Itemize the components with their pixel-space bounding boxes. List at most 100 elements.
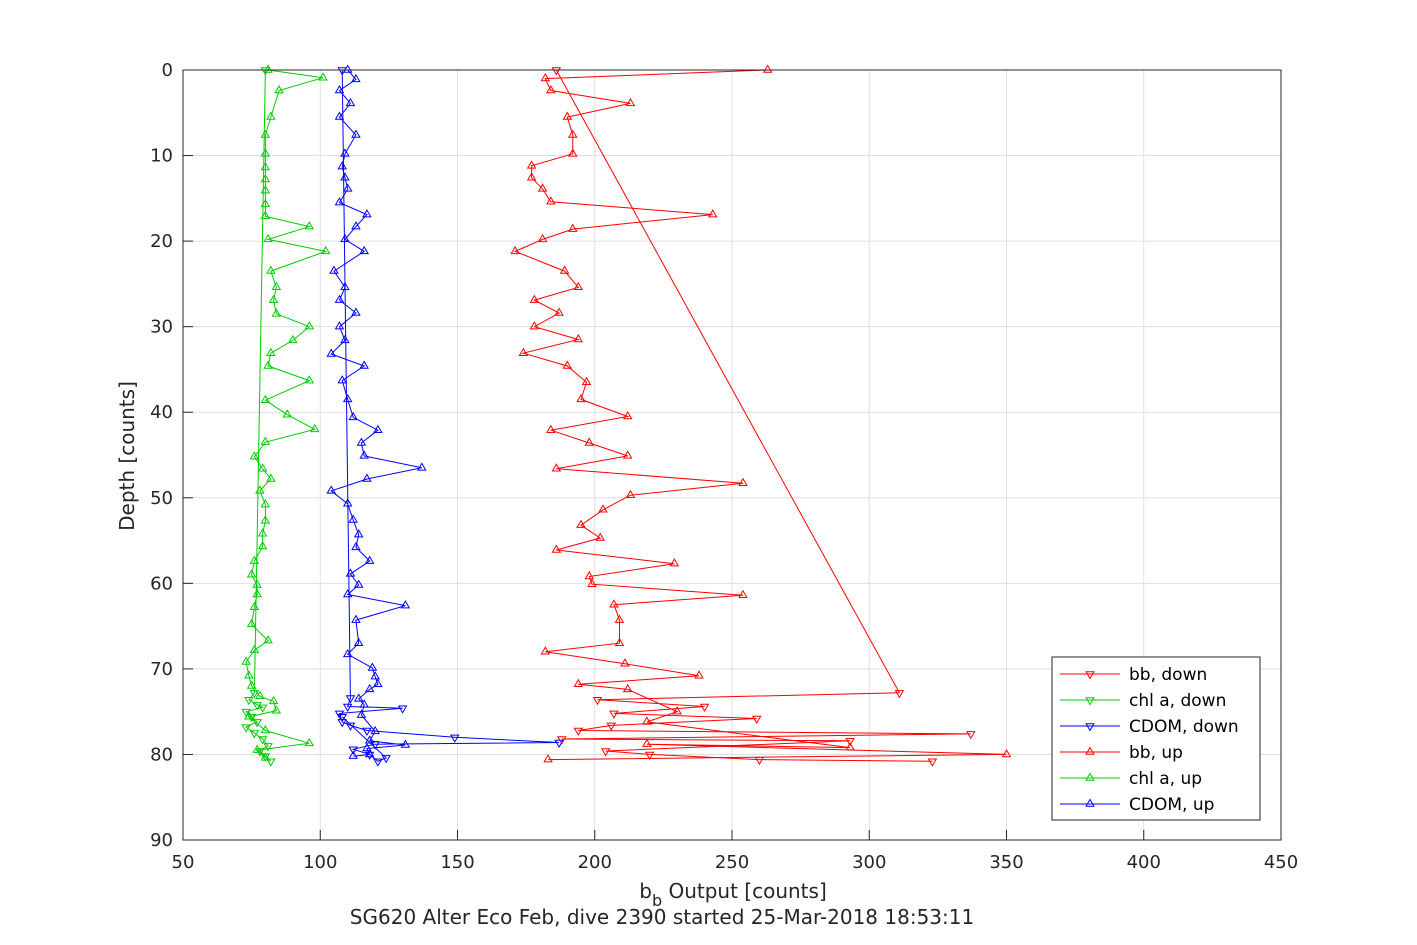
legend-item-bb-up: bb, up [1060,743,1183,763]
data-point [546,85,556,94]
data-point [614,637,625,646]
legend-item-cdom-down: CDOM, down [1060,717,1239,737]
data-point [927,758,938,767]
data-point [241,656,251,665]
data-point [342,393,353,403]
series-bb-down [551,67,976,767]
data-point [304,737,315,747]
legend-label: chl a, down [1129,691,1226,711]
legend-marker [1085,723,1095,732]
data-point [359,245,369,255]
data-point [364,735,375,744]
data-point [353,529,364,538]
data-point [546,196,556,205]
y-tick-label: 90 [150,830,173,851]
y-tick-label: 0 [162,60,173,81]
data-point [584,437,595,446]
data-point [320,245,331,255]
data-point [562,360,573,369]
data-point [845,742,855,751]
data-point [257,528,268,537]
y-tick-label: 70 [150,659,173,680]
legend-item-chl-a-down: chl a, down [1060,691,1226,711]
data-point [342,498,353,507]
data-point [260,185,271,194]
data-point [340,148,350,157]
data-point [966,731,976,740]
data-point [271,308,282,317]
x-tick-label: 450 [1264,852,1298,873]
data-point [622,411,633,420]
data-point [529,321,540,330]
data-point [263,233,273,243]
data-point [598,504,608,513]
data-point [625,489,636,498]
data-point [334,85,345,94]
data-point [699,703,710,713]
data-point [351,129,361,138]
data-point [241,724,251,733]
data-point [551,463,562,472]
data-point [266,265,276,274]
legend-item-cdom-up: CDOM, up [1060,795,1214,815]
data-point [252,719,262,728]
data-point [304,221,315,230]
data-point [263,635,273,644]
data-point [244,696,254,706]
data-point [257,463,268,472]
x-tick-label: 250 [715,852,749,873]
data-point [249,555,260,564]
data-point [268,294,279,303]
data-point [340,172,350,181]
data-point [340,281,350,291]
data-point [337,714,347,723]
data-point [263,64,273,73]
data-point [573,678,584,688]
data-point [260,515,271,524]
data-point [260,752,271,761]
y-tick-label: 10 [150,146,173,167]
data-point [249,690,260,699]
data-point [342,703,353,713]
data-point [518,347,529,356]
data-point [351,221,361,230]
data-point [362,742,372,752]
data-point [417,462,427,471]
data-point [606,722,617,731]
data-point [260,162,271,171]
data-point [562,111,573,120]
data-point [252,744,262,753]
data-point [334,294,345,303]
data-point [252,588,262,598]
data-point [249,601,260,611]
data-point [381,755,391,764]
data-point [249,730,260,739]
data-point [672,706,682,715]
legend-marker [1085,798,1095,807]
series-line-bb-down [555,69,971,762]
data-point [537,183,548,192]
data-point [249,644,260,653]
data-point [260,436,271,445]
legend-box [1051,656,1261,821]
series-line-cdom-up [330,69,422,757]
data-point [537,233,548,243]
x-tick-label: 150 [440,852,474,873]
data-point [353,693,364,702]
data-point [252,579,262,588]
x-axis-label-subscript: b [652,891,662,910]
data-point [334,197,345,206]
data-point [367,662,378,671]
data-point [340,334,350,344]
data-point [271,705,282,714]
data-point [342,648,353,658]
series-line-cdom-down [338,69,560,762]
data-point [348,746,358,755]
data-point [359,450,369,459]
y-axis-label: Depth [counts] [115,381,139,531]
data-point [845,738,855,747]
y-tick-label: 30 [150,317,173,338]
data-point [288,334,298,344]
data-point [260,174,271,183]
data-point [337,719,347,728]
